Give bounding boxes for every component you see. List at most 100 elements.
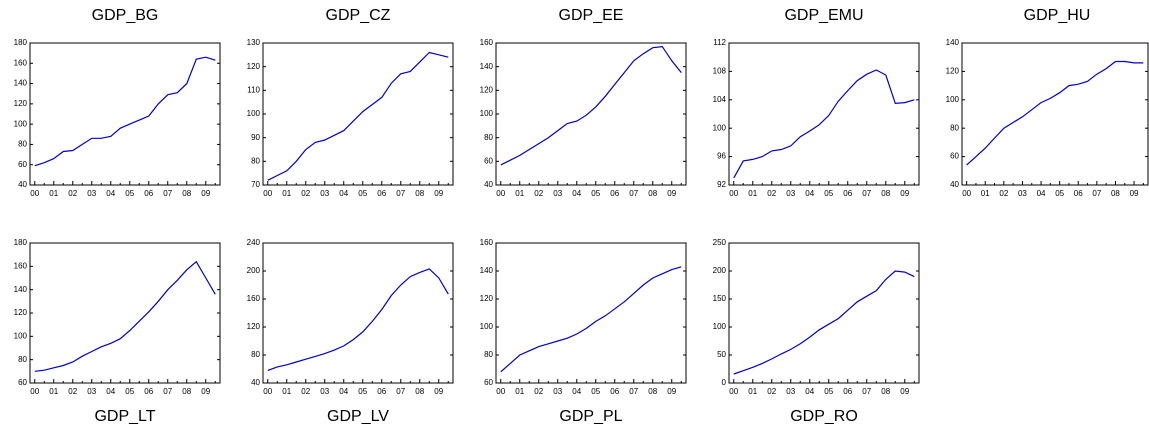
y-tick-label: 0	[722, 378, 727, 387]
x-tick-label: 01	[748, 387, 757, 396]
x-tick-label: 02	[534, 387, 543, 396]
y-tick-label: 60	[484, 378, 493, 387]
x-tick-label: 03	[320, 189, 329, 198]
x-tick-label: 02	[301, 387, 310, 396]
x-tick-label: 09	[201, 387, 210, 396]
x-tick-label: 06	[377, 189, 386, 198]
y-tick-label: 90	[251, 133, 260, 142]
chart-title: GDP_EE	[559, 7, 624, 24]
x-tick-label: 06	[1074, 189, 1083, 198]
y-tick-label: 100	[247, 109, 261, 118]
x-tick-label: 09	[1130, 189, 1139, 198]
x-tick-label: 01	[748, 189, 757, 198]
y-tick-label: 92	[717, 180, 726, 189]
data-line	[500, 266, 682, 373]
x-tick-label: 07	[163, 387, 172, 396]
x-tick-label: 04	[339, 387, 348, 396]
x-tick-label: 04	[1037, 189, 1046, 198]
data-line	[34, 260, 216, 372]
x-tick-label: 03	[320, 387, 329, 396]
x-tick-label: 00	[729, 387, 738, 396]
x-tick-label: 05	[125, 387, 134, 396]
y-tick-label: 120	[247, 62, 261, 71]
x-tick-label: 04	[805, 387, 814, 396]
x-tick-label: 06	[843, 189, 852, 198]
y-tick-label: 240	[247, 238, 261, 247]
y-tick-label: 150	[713, 294, 727, 303]
y-tick-label: 80	[18, 355, 27, 364]
y-tick-label: 40	[950, 180, 959, 189]
y-tick-label: 200	[247, 266, 261, 275]
x-tick-label: 02	[301, 189, 310, 198]
chart-title: GDP_HU	[1024, 7, 1091, 24]
x-tick-label: 00	[263, 387, 272, 396]
plot-frame	[262, 42, 454, 186]
y-tick-label: 40	[484, 180, 493, 189]
plot-frame	[29, 42, 221, 186]
data-line	[733, 270, 915, 375]
y-tick-label: 160	[247, 294, 261, 303]
x-tick-label: 06	[144, 189, 153, 198]
x-tick-label: 08	[1111, 189, 1120, 198]
y-tick-label: 112	[713, 38, 726, 47]
y-tick-label: 200	[713, 266, 727, 275]
x-tick-label: 00	[496, 387, 505, 396]
x-tick-label: 09	[434, 387, 443, 396]
chart-title: GDP_EMU	[784, 7, 863, 24]
y-tick-label: 40	[251, 378, 260, 387]
x-tick-label: 03	[87, 189, 96, 198]
y-tick-label: 140	[14, 79, 28, 88]
x-tick-label: 05	[824, 189, 833, 198]
y-tick-label: 160	[14, 58, 28, 67]
y-tick-label: 120	[480, 294, 494, 303]
y-tick-label: 96	[717, 152, 726, 161]
data-line	[267, 51, 449, 181]
y-tick-label: 100	[480, 109, 494, 118]
y-tick-label: 140	[480, 266, 494, 275]
y-tick-label: 60	[950, 152, 959, 161]
x-tick-label: 01	[981, 189, 990, 198]
data-line	[34, 56, 216, 167]
x-tick-label: 07	[396, 189, 405, 198]
y-tick-label: 120	[14, 308, 28, 317]
x-tick-label: 05	[358, 189, 367, 198]
x-tick-label: 01	[49, 387, 58, 396]
x-tick-label: 08	[182, 189, 191, 198]
y-tick-label: 140	[946, 38, 960, 47]
x-tick-label: 09	[667, 189, 676, 198]
x-tick-label: 02	[767, 189, 776, 198]
y-tick-label: 140	[14, 285, 28, 294]
x-tick-label: 07	[1092, 189, 1101, 198]
y-tick-label: 110	[247, 85, 260, 94]
x-tick-label: 01	[282, 387, 291, 396]
plot-frame	[961, 42, 1149, 186]
x-tick-label: 05	[824, 387, 833, 396]
y-tick-label: 60	[484, 156, 493, 165]
x-tick-label: 06	[610, 189, 619, 198]
y-tick-label: 120	[946, 67, 960, 76]
x-tick-label: 08	[881, 387, 890, 396]
plot-frame	[728, 242, 920, 384]
y-tick-label: 60	[18, 378, 27, 387]
y-tick-label: 50	[717, 350, 726, 359]
y-tick-label: 100	[14, 119, 28, 128]
x-tick-label: 09	[434, 189, 443, 198]
x-tick-label: 03	[553, 387, 562, 396]
x-tick-label: 05	[125, 189, 134, 198]
x-tick-label: 01	[515, 387, 524, 396]
x-tick-label: 09	[900, 387, 909, 396]
y-tick-label: 80	[18, 140, 27, 149]
x-tick-label: 04	[106, 387, 115, 396]
chart-title: GDP_LV	[327, 408, 389, 425]
chart-title: GDP_LT	[94, 408, 155, 425]
x-tick-label: 09	[201, 189, 210, 198]
x-tick-label: 04	[572, 387, 581, 396]
y-tick-label: 160	[14, 261, 28, 270]
y-tick-label: 120	[480, 85, 494, 94]
x-tick-label: 06	[144, 387, 153, 396]
y-tick-label: 104	[713, 95, 727, 104]
y-tick-label: 100	[480, 322, 494, 331]
chart-title: GDP_CZ	[326, 7, 391, 24]
